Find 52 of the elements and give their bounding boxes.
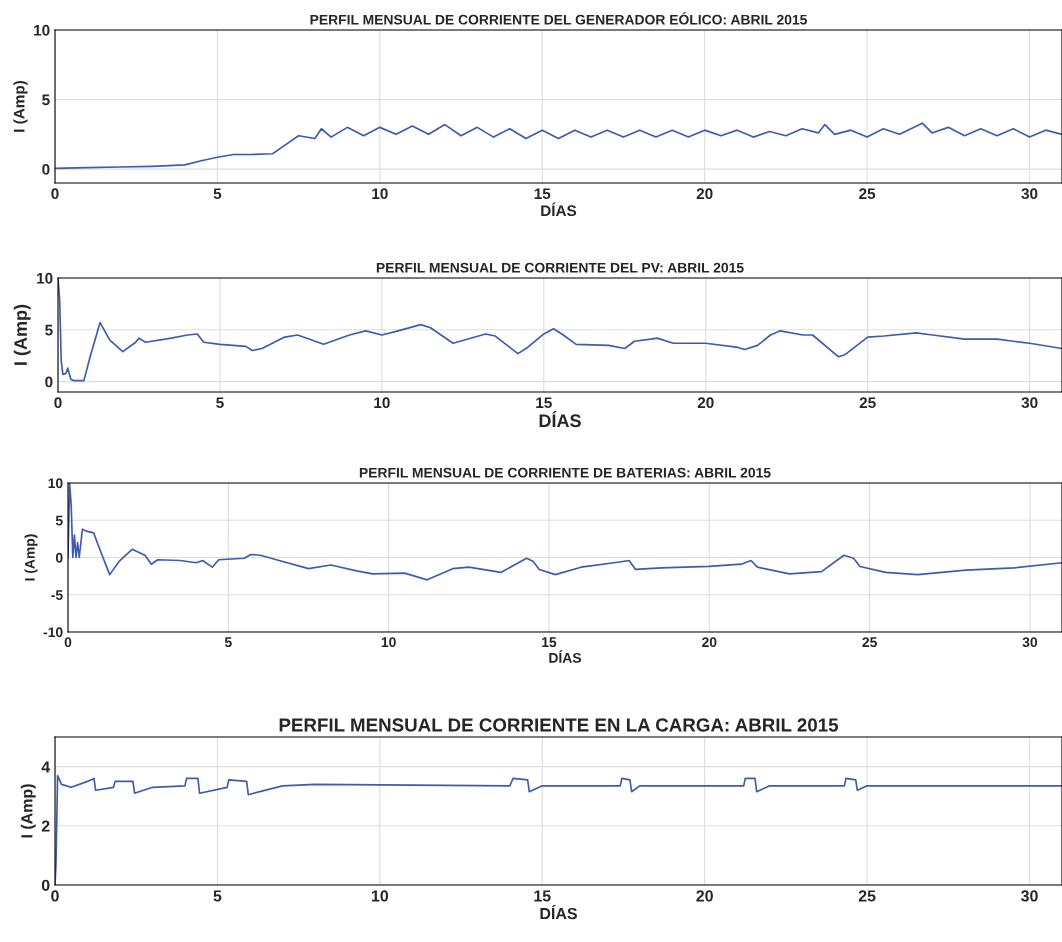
x-axis-title: DÍAS bbox=[549, 650, 582, 663]
y-tick-label: -10 bbox=[43, 627, 63, 638]
x-tick-label: 10 bbox=[381, 637, 396, 648]
y-tick-label: 10 bbox=[37, 272, 53, 284]
y-tick-label: 5 bbox=[45, 324, 53, 336]
line-series bbox=[55, 122, 1062, 170]
y-tick-label: 10 bbox=[34, 24, 50, 36]
x-tick-label: 30 bbox=[1021, 890, 1038, 902]
x-tick-label: 20 bbox=[696, 890, 713, 902]
y-tick-label: 4 bbox=[41, 761, 51, 773]
x-tick-label: 10 bbox=[374, 397, 390, 409]
chart-title: PERFIL MENSUAL DE CORRIENTE DE BATERIAS: ABRIL 2015 bbox=[359, 467, 771, 478]
y-axis-title: I (Amp) bbox=[20, 784, 36, 838]
x-tick-label: 20 bbox=[696, 188, 713, 200]
y-tick-label: 0 bbox=[42, 163, 50, 175]
x-tick-label: 20 bbox=[702, 637, 717, 648]
x-tick-label: 15 bbox=[534, 188, 551, 200]
x-tick-label: 30 bbox=[1021, 188, 1038, 200]
y-axis-title: I (Amp) bbox=[24, 534, 38, 581]
x-tick-label: 25 bbox=[862, 637, 877, 648]
x-tick-label: 30 bbox=[1022, 637, 1038, 648]
y-tick-label: 5 bbox=[42, 94, 50, 106]
x-tick-label: 10 bbox=[371, 890, 389, 902]
y-tick-label: 2 bbox=[41, 820, 50, 832]
chart-title: PERFIL MENSUAL DE CORRIENTE DEL PV: ABRIL 2015 bbox=[376, 262, 744, 273]
x-tick-label: 5 bbox=[216, 397, 224, 409]
x-tick-label: 30 bbox=[1021, 397, 1038, 409]
x-tick-label: 10 bbox=[372, 188, 388, 200]
x-tick-label: 25 bbox=[859, 188, 876, 200]
y-tick-label: -5 bbox=[51, 590, 63, 600]
y-axis-title: I (Amp) bbox=[13, 80, 28, 132]
x-tick-label: 15 bbox=[542, 637, 557, 648]
x-tick-label: 20 bbox=[697, 397, 714, 409]
y-tick-label: 10 bbox=[48, 478, 63, 489]
x-axis-title: DÍAS bbox=[539, 410, 581, 428]
x-tick-label: 25 bbox=[859, 397, 876, 409]
x-tick-label: 5 bbox=[213, 890, 222, 902]
y-tick-label: 0 bbox=[45, 376, 53, 388]
x-tick-label: 15 bbox=[536, 397, 552, 409]
x-tick-label: 0 bbox=[64, 637, 72, 648]
x-tick-label: 5 bbox=[213, 188, 222, 200]
y-tick-label: 5 bbox=[55, 515, 63, 526]
y-tick-label: 0 bbox=[41, 879, 50, 891]
x-axis-title: DÍAS bbox=[541, 202, 577, 217]
x-tick-label: 25 bbox=[858, 890, 876, 902]
y-axis-title: I (Amp) bbox=[13, 304, 31, 365]
x-tick-label: 5 bbox=[224, 637, 232, 648]
x-tick-label: 15 bbox=[534, 890, 551, 902]
chart-title: PERFIL MENSUAL DE CORRIENTE DEL GENERADOR EÓLICO: ABRIL 2015 bbox=[310, 12, 808, 25]
x-axis-title: DÍAS bbox=[540, 904, 577, 920]
chart-title: PERFIL MENSUAL DE CORRIENTE EN LA CARGA: ABRIL 2015 bbox=[279, 718, 839, 732]
y-tick-label: 0 bbox=[55, 552, 63, 563]
